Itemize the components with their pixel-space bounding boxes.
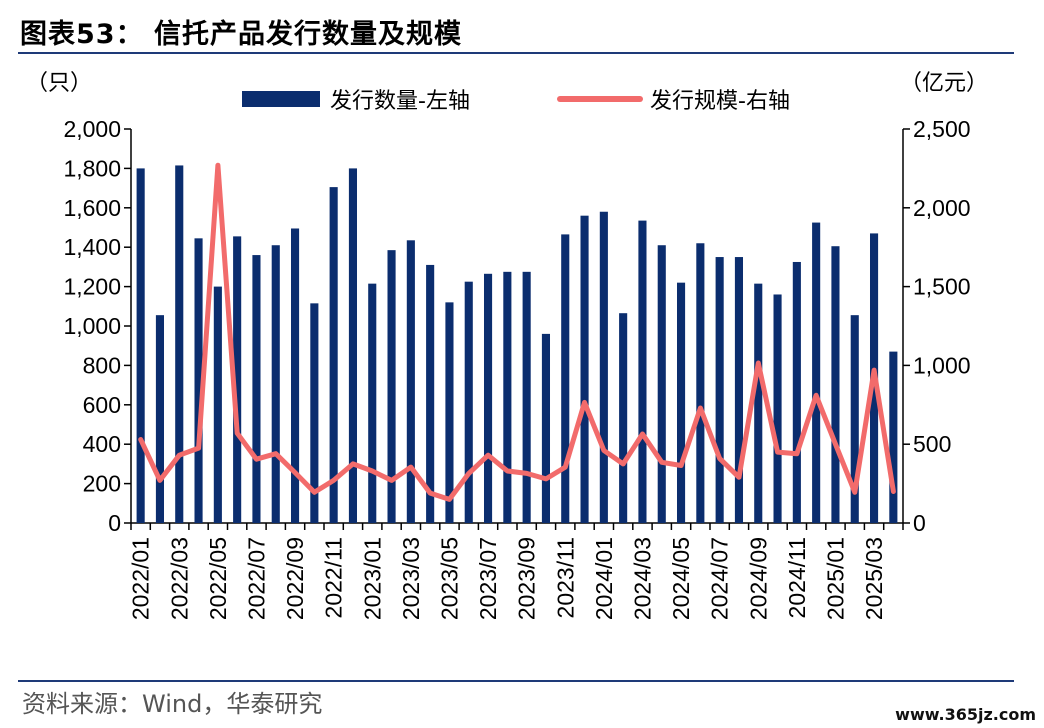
x-tick-label: 2023/01 <box>359 537 385 620</box>
x-tick-label: 2024/03 <box>629 537 655 620</box>
legend-bar-label: 发行数量-左轴 <box>330 89 470 114</box>
left-tick-label: 1,200 <box>63 274 121 300</box>
plot-area: 0 200 400 600 800 1,000 1,200 1,400 1,600 1,800 2,… <box>63 116 970 620</box>
left-tick-label: 1,600 <box>63 195 121 221</box>
left-axis-unit: （只） <box>26 71 92 96</box>
bar <box>252 255 261 523</box>
bar <box>619 313 628 523</box>
bar <box>831 246 840 523</box>
bar <box>561 234 570 523</box>
x-tick-label: 2025/01 <box>822 537 848 620</box>
bar <box>155 315 165 523</box>
bar <box>638 220 647 524</box>
legend: 发行数量-左轴 发行规模-右轴 <box>242 89 790 114</box>
bar <box>426 264 435 523</box>
legend-line-label: 发行规模-右轴 <box>650 89 790 114</box>
x-tick-label: 2024/09 <box>745 537 771 620</box>
right-tick-label: 2,000 <box>913 195 971 221</box>
x-tick-label: 2024/05 <box>668 537 694 620</box>
legend-bar-swatch <box>242 91 320 107</box>
bar <box>812 222 821 523</box>
left-tick-label: 0 <box>108 510 121 536</box>
bar <box>387 250 396 523</box>
x-tick-label: 2022/01 <box>128 537 154 620</box>
series-line <box>138 162 896 502</box>
left-tick-label: 2,000 <box>63 116 121 142</box>
right-tick-label: 0 <box>913 510 926 536</box>
bar <box>406 240 415 523</box>
bar <box>329 187 338 524</box>
x-tick-label: 2022/11 <box>321 537 347 618</box>
bar <box>368 283 377 523</box>
bar <box>676 282 686 523</box>
title-divider <box>18 52 1014 54</box>
left-tick-label: 200 <box>83 471 121 497</box>
bar <box>213 286 222 523</box>
left-tick-label: 1,800 <box>63 155 121 181</box>
right-tick-label: 2,500 <box>913 116 971 142</box>
x-tick-label: 2023/05 <box>436 537 462 620</box>
x-tick-label: 2022/09 <box>282 537 308 620</box>
x-tick-label: 2023/09 <box>514 537 540 620</box>
bar <box>580 215 589 523</box>
bar <box>483 273 493 523</box>
bar <box>734 257 744 523</box>
left-tick-label: 400 <box>83 431 121 457</box>
x-tick-label: 2024/01 <box>591 537 617 620</box>
bar <box>464 281 473 523</box>
bar <box>194 238 203 523</box>
left-tick-label: 800 <box>83 352 121 378</box>
bar <box>541 333 551 523</box>
x-tick-label: 2022/05 <box>205 537 231 620</box>
bar <box>599 211 608 524</box>
page-title: 图表53： 信托产品发行数量及规模 <box>20 19 462 50</box>
bar <box>175 165 184 523</box>
bar <box>348 168 358 523</box>
left-tick-label: 600 <box>83 392 121 418</box>
bar <box>310 303 319 523</box>
bar <box>522 271 531 523</box>
x-tick-label: 2022/03 <box>166 537 192 620</box>
chart: 发行数量-左轴 发行规模-右轴 （只） （亿元） 0 200 400 600 800 1,… <box>26 71 988 620</box>
left-tick-label: 1,000 <box>63 313 121 339</box>
bar <box>233 236 242 524</box>
bar <box>773 294 782 523</box>
x-tick-label: 2023/11 <box>552 537 578 618</box>
watermark: www.365jz.com <box>895 705 1036 724</box>
bar <box>696 243 705 523</box>
bar <box>271 245 280 524</box>
bar <box>754 283 763 523</box>
x-tick-label: 2023/03 <box>398 537 424 620</box>
bar <box>136 168 145 523</box>
bar <box>792 261 801 523</box>
bar <box>889 351 898 523</box>
x-tick-label: 2025/03 <box>861 537 887 620</box>
bar <box>503 271 512 523</box>
right-tick-label: 500 <box>913 431 951 457</box>
bar <box>657 245 666 524</box>
x-tick-label: 2024/07 <box>707 537 733 620</box>
source-note: 资料来源：Wind，华泰研究 <box>22 690 323 718</box>
right-tick-label: 1,500 <box>913 274 971 300</box>
left-tick-label: 1,400 <box>63 234 121 260</box>
x-tick-label: 2023/07 <box>475 537 501 620</box>
bar <box>715 257 724 523</box>
x-tick-label: 2022/07 <box>243 537 269 620</box>
bar <box>290 228 300 524</box>
right-tick-label: 1,000 <box>913 352 971 378</box>
bar <box>445 302 454 523</box>
x-tick-label: 2024/11 <box>784 537 810 618</box>
right-axis-unit: （亿元） <box>900 71 988 96</box>
footer-divider <box>18 680 1014 682</box>
bar <box>850 315 859 523</box>
